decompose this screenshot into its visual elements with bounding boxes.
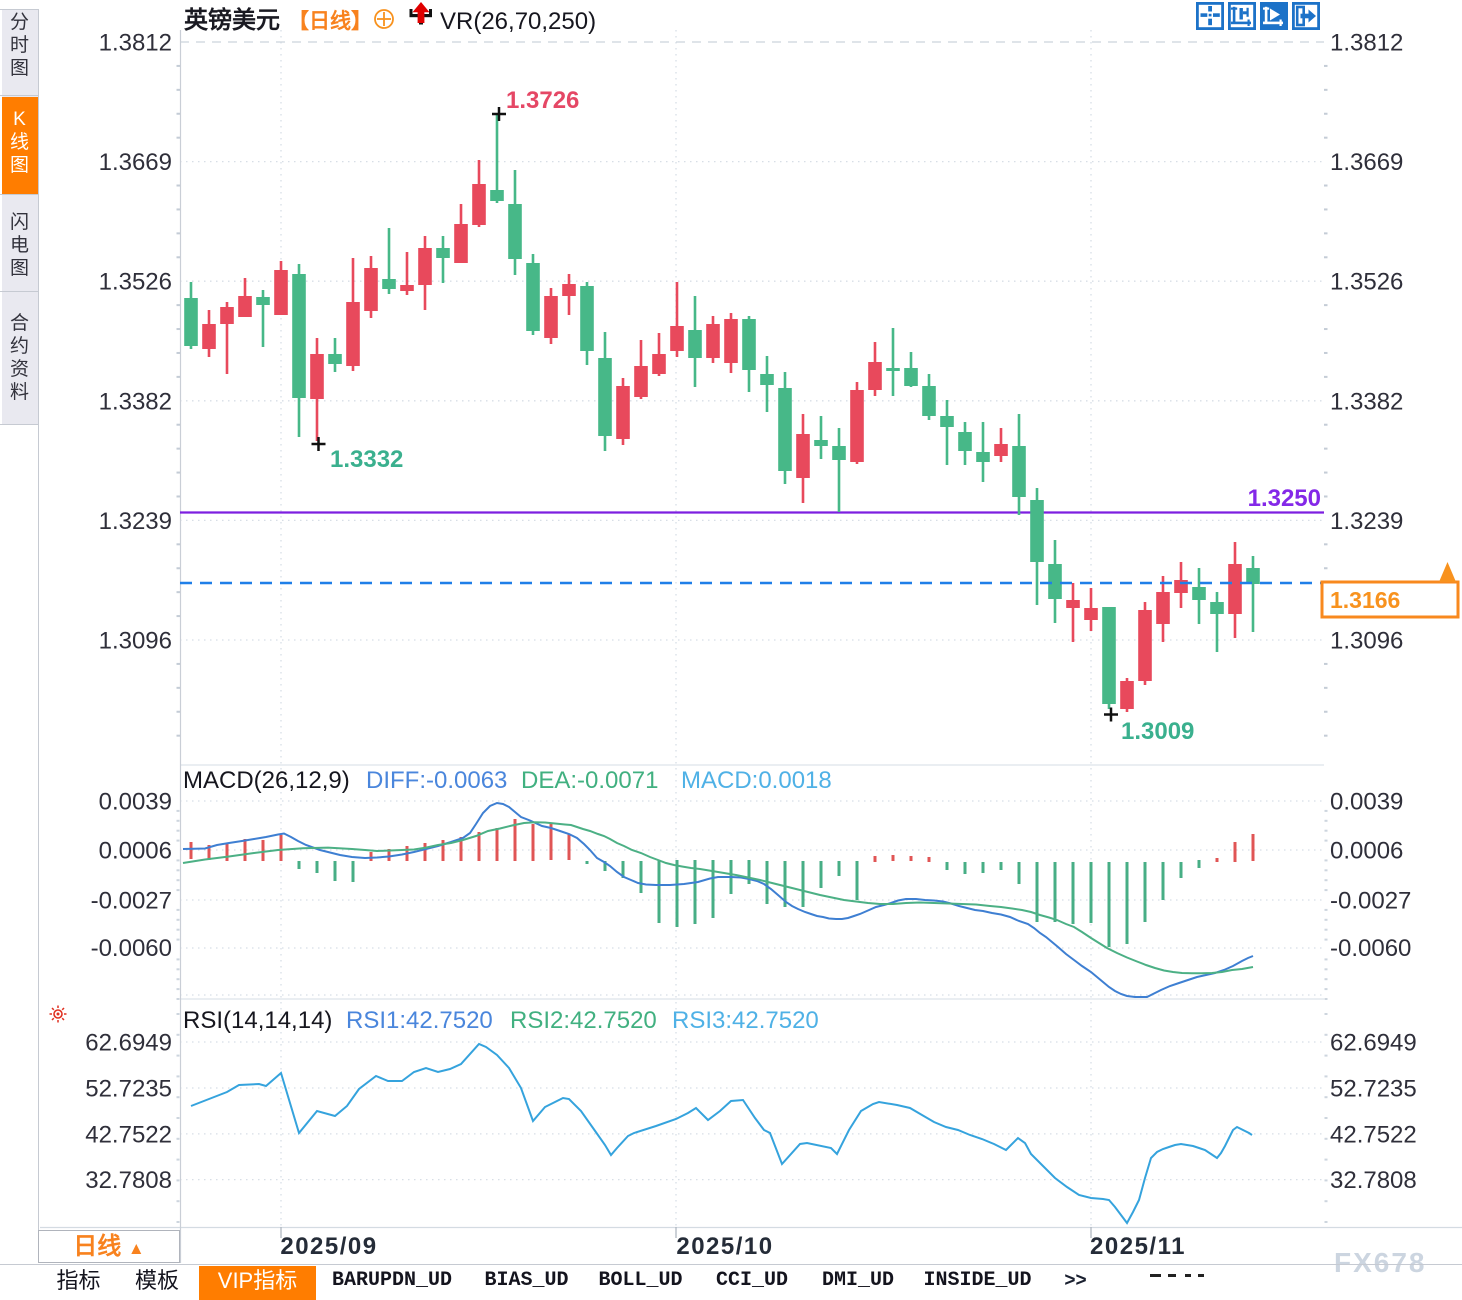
- svg-text:FX678: FX678: [1334, 1247, 1427, 1278]
- svg-text:1.3096: 1.3096: [99, 628, 172, 655]
- svg-text:DIFF:-0.0063: DIFF:-0.0063: [366, 767, 507, 794]
- svg-text:1.3250: 1.3250: [1248, 485, 1321, 512]
- svg-text:-0.0060: -0.0060: [1330, 935, 1411, 962]
- svg-text:1.3332: 1.3332: [330, 446, 403, 473]
- svg-text:1.3812: 1.3812: [1330, 30, 1403, 57]
- svg-text:0.0006: 0.0006: [99, 838, 172, 865]
- svg-text:1.3669: 1.3669: [99, 149, 172, 176]
- svg-text:52.7235: 52.7235: [1330, 1076, 1417, 1103]
- svg-text:1.3526: 1.3526: [99, 269, 172, 296]
- svg-text:32.7808: 32.7808: [1330, 1167, 1417, 1194]
- svg-text:0.0039: 0.0039: [99, 789, 172, 816]
- svg-text:1.3812: 1.3812: [99, 30, 172, 57]
- svg-text:1.3526: 1.3526: [1330, 269, 1403, 296]
- svg-text:1.3096: 1.3096: [1330, 628, 1403, 655]
- svg-text:-0.0027: -0.0027: [1330, 888, 1411, 915]
- svg-text:32.7808: 32.7808: [85, 1167, 172, 1194]
- svg-text:1.3166: 1.3166: [1330, 587, 1400, 613]
- svg-text:0.0039: 0.0039: [1330, 789, 1403, 816]
- svg-text:1.3382: 1.3382: [99, 388, 172, 415]
- svg-text:MACD:0.0018: MACD:0.0018: [681, 767, 832, 794]
- svg-text:【日线】: 【日线】: [288, 9, 372, 33]
- svg-text:DEA:-0.0071: DEA:-0.0071: [521, 767, 658, 794]
- svg-text:42.7522: 42.7522: [1330, 1121, 1417, 1148]
- svg-text:RSI1:42.7520: RSI1:42.7520: [346, 1007, 493, 1034]
- svg-text:1.3382: 1.3382: [1330, 388, 1403, 415]
- svg-text:RSI(14,14,14): RSI(14,14,14): [183, 1007, 332, 1034]
- svg-text:-0.0060: -0.0060: [91, 935, 172, 962]
- svg-text:-0.0027: -0.0027: [91, 888, 172, 915]
- svg-text:2025/10: 2025/10: [676, 1233, 773, 1260]
- svg-text:42.7522: 42.7522: [85, 1121, 172, 1148]
- svg-text:52.7235: 52.7235: [85, 1076, 172, 1103]
- svg-text:RSI2:42.7520: RSI2:42.7520: [510, 1007, 657, 1034]
- svg-text:1.3726: 1.3726: [506, 87, 579, 114]
- svg-text:62.6949: 62.6949: [1330, 1030, 1417, 1057]
- svg-text:1.3239: 1.3239: [1330, 508, 1403, 535]
- svg-text:英镑美元: 英镑美元: [184, 6, 280, 34]
- svg-text:0.0006: 0.0006: [1330, 838, 1403, 865]
- svg-text:RSI3:42.7520: RSI3:42.7520: [672, 1007, 819, 1034]
- svg-text:2025/11: 2025/11: [1090, 1233, 1186, 1260]
- svg-text:MACD(26,12,9): MACD(26,12,9): [183, 767, 350, 794]
- svg-text:62.6949: 62.6949: [85, 1030, 172, 1057]
- svg-text:VR(26,70,250): VR(26,70,250): [440, 8, 596, 35]
- svg-text:1.3009: 1.3009: [1121, 718, 1194, 745]
- svg-text:2025/09: 2025/09: [280, 1233, 377, 1260]
- svg-text:1.3669: 1.3669: [1330, 149, 1403, 176]
- svg-text:1.3239: 1.3239: [99, 508, 172, 535]
